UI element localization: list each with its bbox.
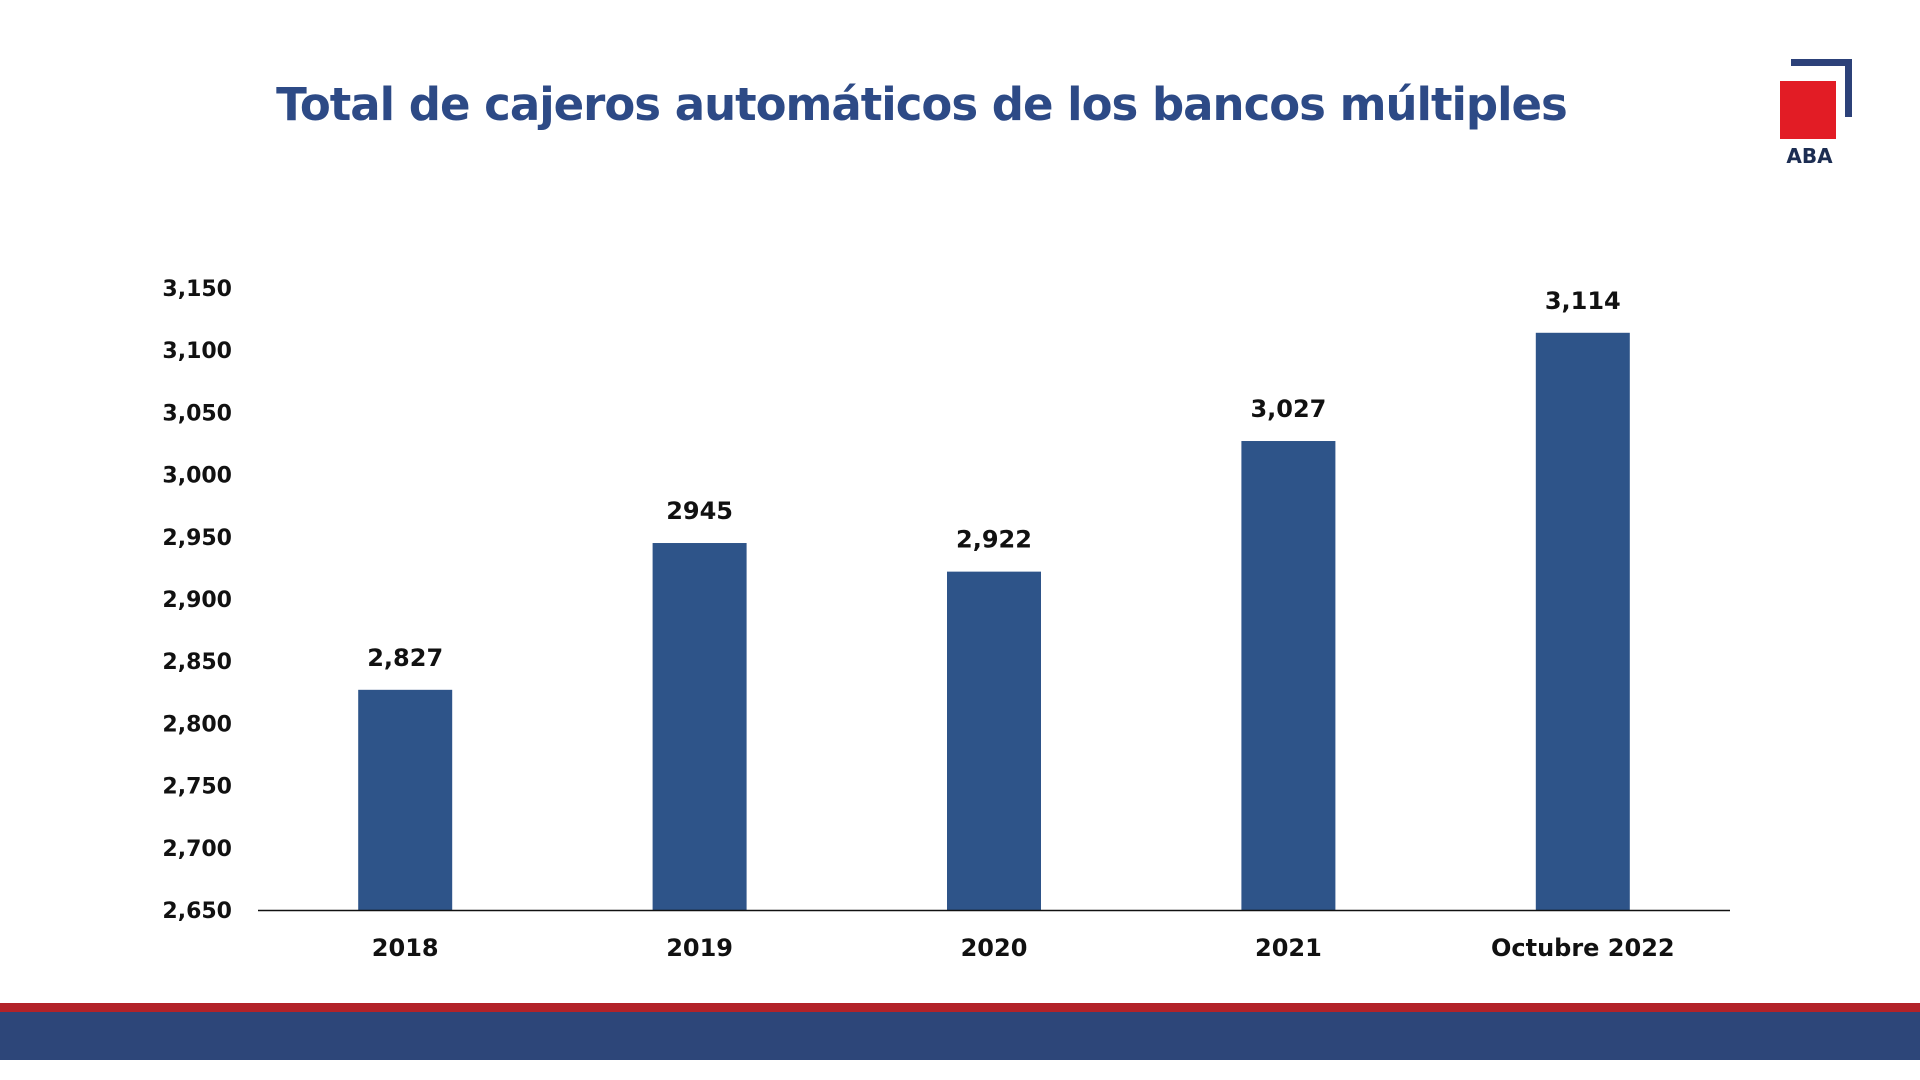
x-tick-label: Octubre 2022	[1491, 934, 1675, 962]
x-tick-label: 2021	[1255, 934, 1322, 962]
footer-red-band	[0, 1003, 1920, 1012]
logo-red-square	[1780, 81, 1836, 139]
y-tick-label: 3,050	[162, 401, 232, 426]
y-tick-label: 2,950	[162, 526, 232, 551]
logo-text: ABA	[1786, 144, 1833, 168]
bar	[947, 571, 1041, 910]
y-tick-label: 3,150	[162, 277, 232, 302]
data-label: 2,827	[367, 644, 443, 672]
y-tick-label: 3,100	[162, 339, 232, 364]
data-label: 2,922	[956, 526, 1032, 554]
x-tick-label: 2019	[666, 934, 733, 962]
y-tick-label: 2,800	[162, 712, 232, 737]
y-tick-label: 2,850	[162, 650, 232, 675]
y-tick-label: 2,750	[162, 775, 232, 800]
data-label: 3,114	[1545, 287, 1621, 315]
bar	[358, 689, 453, 910]
y-tick-label: 3,000	[162, 464, 232, 489]
data-label: 2945	[666, 497, 733, 525]
bar-chart: 2,650 2,700 2,750 2,800 2,850 2,900 2,950 3,000…	[162, 277, 1730, 962]
aba-logo: ABA	[1775, 56, 1867, 168]
data-label: 3,027	[1250, 395, 1326, 423]
logo-bracket-icon	[1791, 59, 1852, 117]
x-axis: 2018 2019 2020 2021 Octubre 2022	[258, 909, 1730, 962]
x-tick-label: 2018	[372, 934, 439, 962]
y-tick-label: 2,900	[162, 588, 232, 613]
y-tick-label: 2,650	[162, 899, 232, 924]
footer-blue-band	[0, 1012, 1920, 1060]
bar	[1535, 332, 1630, 910]
x-tick-label: 2020	[961, 934, 1028, 962]
bar-series: 2,827 2945 2,922 3,027 3,114	[358, 287, 1630, 910]
bar	[1241, 441, 1336, 910]
chart-title: Total de cajeros automáticos de los banc…	[276, 78, 1568, 131]
bar	[652, 543, 747, 910]
y-tick-label: 2,700	[162, 837, 232, 862]
y-axis: 2,650 2,700 2,750 2,800 2,850 2,900 2,950 3,000…	[162, 277, 232, 924]
